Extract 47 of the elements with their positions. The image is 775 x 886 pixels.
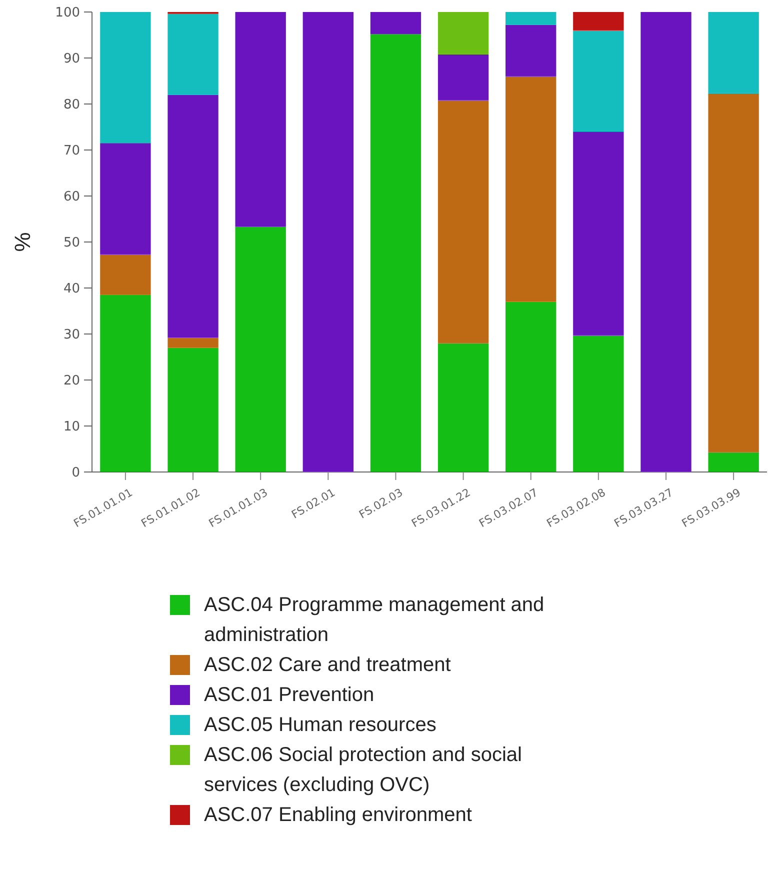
bar: [302, 12, 354, 472]
bar: [100, 143, 151, 254]
bar: [168, 14, 218, 95]
y-tick-label: 40: [63, 282, 80, 297]
bar: [573, 132, 624, 336]
bar: [438, 12, 489, 54]
bar: [100, 12, 151, 144]
bar: [573, 12, 624, 30]
legend-label: ASC.07 Enabling environment: [204, 803, 472, 828]
y-tick-label: 100: [55, 6, 80, 21]
bar: [708, 452, 759, 472]
y-tick-label: 90: [63, 52, 80, 67]
legend-label: ASC.04 Programme management and administration: [204, 593, 546, 648]
bar: [506, 76, 556, 302]
bar: [573, 335, 624, 472]
legend-label: ASC.06 Social protection and social services (excluding OVC): [204, 743, 523, 798]
bar: [370, 12, 422, 34]
bar: [100, 254, 151, 295]
bar: [168, 94, 218, 338]
y-tick-label: 10: [63, 420, 80, 435]
y-tick-label: 80: [63, 98, 80, 113]
y-tick-label: 0: [72, 466, 80, 481]
bar: [506, 302, 556, 472]
bar: [100, 294, 151, 472]
bar: [235, 226, 286, 472]
y-tick-label: 70: [63, 144, 80, 159]
y-tick-label: 20: [63, 374, 80, 389]
bar: [438, 100, 489, 344]
y-tick-label: 50: [63, 236, 80, 251]
bar: [168, 348, 218, 472]
bar: [506, 24, 556, 76]
legend-label: ASC.02 Care and treatment: [204, 653, 451, 678]
bar: [370, 34, 422, 472]
y-tick-label: 60: [63, 190, 80, 205]
bar: [506, 12, 556, 25]
bar: [708, 12, 759, 94]
bar: [438, 343, 489, 472]
bar: [573, 30, 624, 132]
y-axis-title: %: [10, 232, 35, 252]
bar: [708, 93, 759, 452]
legend-label: ASC.01 Prevention: [204, 683, 374, 708]
bar: [640, 12, 692, 472]
bar: [438, 54, 489, 100]
bar: [235, 12, 286, 227]
legend-label: ASC.05 Human resources: [204, 713, 436, 738]
bar: [168, 338, 218, 348]
y-tick-label: 30: [63, 328, 80, 343]
